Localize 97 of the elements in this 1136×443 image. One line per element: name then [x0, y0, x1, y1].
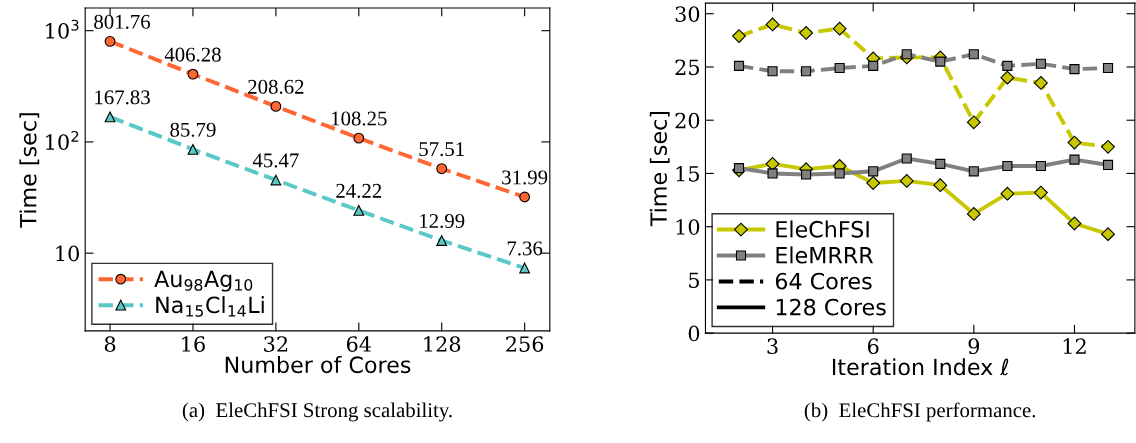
point: [801, 66, 812, 77]
point: [966, 206, 981, 221]
point: [832, 21, 847, 36]
x-tick-label: 64: [346, 336, 371, 352]
point: [436, 235, 448, 246]
x-tick-label: 12: [1063, 338, 1086, 354]
point: [1101, 227, 1115, 242]
point: [801, 169, 812, 180]
y-axis-title: Time [sec]: [19, 113, 40, 228]
point: [767, 66, 778, 77]
data-label: 108.25: [331, 111, 387, 126]
text: (a) EleChFSI Strong scalability.: [182, 402, 452, 422]
legend-label: EleChFSI: [776, 220, 869, 238]
point: [901, 153, 912, 164]
y-tick-label: 20: [675, 112, 700, 129]
legend-label: Na$_{15}$Cl$_{14}$Li: [156, 296, 264, 317]
legend-label: Au$_{98}$Ag$_{10}$: [154, 270, 253, 292]
point: [1067, 135, 1082, 150]
point: [733, 163, 745, 174]
point: [935, 56, 946, 67]
y-tick-label: 25: [675, 59, 699, 76]
data-label: 406.28: [164, 47, 221, 62]
point: [104, 35, 116, 47]
point: [1069, 64, 1080, 75]
point: [935, 158, 946, 169]
data-label: 167.83: [95, 90, 150, 105]
point: [1102, 159, 1114, 170]
point: [270, 174, 282, 186]
point: [187, 68, 199, 80]
point: [834, 168, 845, 179]
data-label: 85.79: [170, 122, 216, 137]
annotation: 64 Cores: [775, 272, 872, 290]
point: [933, 178, 948, 193]
x-tick-label: 3: [767, 338, 778, 355]
point: [899, 173, 914, 188]
data-label: 45.47: [252, 153, 299, 168]
y-tick-label: 10: [676, 219, 700, 235]
point: [353, 205, 365, 216]
x-tick-label: 128: [424, 336, 461, 352]
point: [732, 29, 746, 44]
x-tick-label: 32: [264, 336, 288, 352]
data-label: 57.51: [419, 142, 464, 157]
point: [968, 49, 979, 60]
text: (b) EleChFSI performance.: [804, 402, 1036, 422]
y-tick-label: 0: [688, 325, 700, 342]
point: [968, 166, 979, 177]
point: [1033, 185, 1048, 200]
y-tick-label: 30: [675, 6, 700, 22]
point: [187, 143, 199, 155]
data-label: 24.22: [336, 183, 382, 198]
legend-label: EleMRRR: [776, 246, 874, 264]
data-label: 12.99: [420, 213, 465, 229]
y-tick-label: 10$^{2}$: [46, 130, 79, 150]
y-tick-label: 10: [56, 245, 79, 262]
annotation: 128 Cores: [776, 298, 886, 316]
data-label: 208.62: [248, 79, 304, 94]
point: [1000, 70, 1015, 85]
point: [733, 60, 745, 71]
point: [436, 163, 448, 175]
point: [519, 191, 531, 203]
y-tick-label: 10$^{3}$: [46, 19, 79, 39]
point: [901, 49, 912, 60]
point: [834, 62, 845, 74]
point: [353, 132, 365, 144]
data-label: 7.36: [507, 241, 543, 256]
point: [966, 115, 981, 130]
point: [767, 168, 778, 179]
x-tick-label: 6: [867, 338, 879, 355]
y-tick-label: 15: [676, 165, 699, 182]
point: [765, 17, 780, 32]
point: [1101, 139, 1115, 154]
point: [1067, 216, 1082, 231]
point: [799, 25, 814, 40]
point: [1069, 154, 1080, 165]
point: [1035, 58, 1046, 69]
x-tick-label: 8: [104, 336, 116, 352]
point: [104, 111, 116, 123]
data-label: 31.99: [502, 170, 548, 185]
point: [1002, 60, 1013, 71]
point: [1000, 186, 1015, 201]
point: [866, 176, 881, 190]
point: [519, 262, 531, 274]
point: [868, 60, 879, 71]
point: [1033, 76, 1048, 90]
x-tick-label: 256: [506, 336, 544, 352]
x-tick-label: 16: [182, 336, 205, 352]
x-axis-title: Number of Cores: [225, 355, 411, 374]
y-tick-label: 5: [689, 272, 699, 289]
point: [270, 100, 282, 112]
point: [1035, 160, 1046, 172]
point: [868, 166, 879, 177]
data-label: 801.76: [94, 14, 151, 29]
y-axis-title: Time [sec]: [649, 111, 670, 227]
point: [1002, 160, 1013, 172]
x-tick-label: 9: [968, 338, 980, 355]
x-axis-title: Iteration Index ℓ: [832, 358, 1009, 376]
point: [1102, 62, 1114, 74]
